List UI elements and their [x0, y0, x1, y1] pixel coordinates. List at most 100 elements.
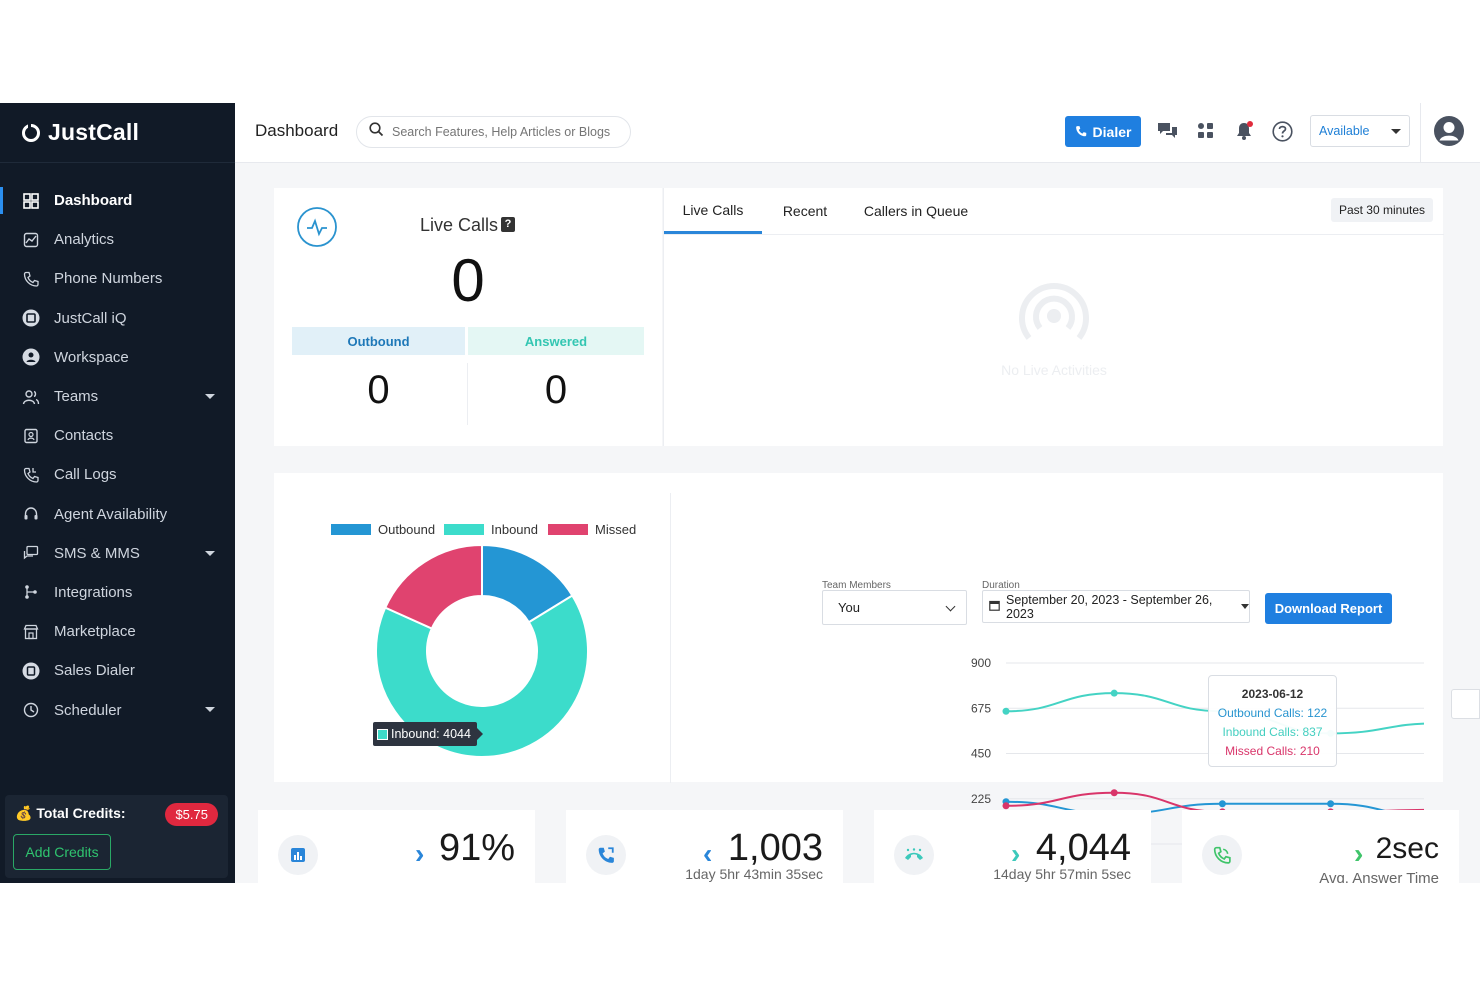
search-input[interactable] [392, 125, 622, 139]
dialer-button[interactable]: Dialer [1065, 116, 1141, 147]
sidebar-item-scheduler[interactable]: Scheduler [0, 690, 235, 729]
time-range-badge: Past 30 minutes [1330, 198, 1433, 222]
download-report-button[interactable]: Download Report [1265, 593, 1392, 624]
call-analytics-card: Outbound Inbound Missed Inbound: 4044 Te… [274, 473, 1443, 872]
team-members-select[interactable]: You [822, 590, 967, 625]
search-bar[interactable] [356, 116, 631, 148]
duration-picker[interactable]: September 20, 2023 - September 26, 2023 [982, 590, 1250, 623]
chevron-right-icon: › [1354, 838, 1364, 869]
sidebar-item-phone-numbers[interactable]: Phone Numbers [0, 259, 235, 298]
stat-subtext: 14day 5hr 57min 5sec [993, 866, 1131, 882]
iq-icon [22, 309, 40, 327]
justcall-logo-icon [22, 123, 40, 142]
brand-logo[interactable]: JustCall [0, 103, 235, 163]
chevron-down-icon [205, 550, 215, 556]
stat-card-outbound[interactable]: ‹ 1,003 1day 5hr 43min 35sec [566, 810, 843, 883]
legend-label: Outbound [378, 522, 436, 537]
analytics-icon [22, 231, 40, 249]
donut-slice-inbound [375, 594, 589, 758]
chat-icon[interactable] [1156, 120, 1178, 142]
apps-grid-icon[interactable] [1195, 120, 1217, 142]
donut-tooltip-text: Inbound: 4044 [391, 727, 471, 741]
sidebar-item-label: Workspace [54, 348, 129, 366]
sidebar-item-sms-mms[interactable]: SMS & MMS [0, 534, 235, 573]
chevron-down-icon [1241, 604, 1249, 609]
sidebar-item-justcall-iq[interactable]: JustCall iQ [0, 299, 235, 338]
sidebar-item-label: Dashboard [54, 192, 133, 210]
chevron-down-icon [205, 393, 215, 399]
tab-callers-in-queue[interactable]: Callers in Queue [863, 203, 969, 219]
team-members-label: Team Members [822, 580, 891, 591]
bell-icon[interactable] [1233, 120, 1255, 142]
broadcast-icon [1014, 276, 1094, 356]
sidebar-item-sales-dialer[interactable]: Sales Dialer [0, 651, 235, 690]
tab-recent[interactable]: Recent [782, 203, 828, 219]
tabs-divider [664, 234, 1444, 235]
sidebar-item-contacts[interactable]: Contacts [0, 416, 235, 455]
help-icon[interactable]: ? [501, 217, 515, 232]
legend-missed[interactable]: Missed [548, 522, 636, 537]
integrations-icon [22, 583, 40, 601]
answered-count: 0 [544, 368, 568, 412]
line-chart-tooltip: 2023-06-12 Outbound Calls: 122 Inbound C… [1208, 675, 1337, 767]
help-icon[interactable] [1271, 120, 1293, 142]
add-credits-button[interactable]: Add Credits [13, 834, 111, 870]
donut-slice-missed [383, 543, 483, 630]
legend-swatch [444, 524, 484, 535]
calendar-icon [989, 600, 1000, 614]
sidebar-item-call-logs[interactable]: Call Logs [0, 455, 235, 494]
scheduler-icon [22, 701, 40, 719]
tooltip-swatch [377, 728, 388, 740]
sidebar-item-label: SMS & MMS [54, 544, 140, 562]
legend-outbound[interactable]: Outbound [331, 522, 435, 537]
chevron-right-icon: › [415, 838, 425, 869]
y-tick-label: 450 [971, 747, 991, 761]
call-distribution-donut[interactable] [374, 543, 590, 759]
tooltip-date: 2023-06-12 [1241, 687, 1304, 701]
sidebar-item-teams[interactable]: Teams [0, 377, 235, 416]
avatar[interactable] [1433, 115, 1465, 147]
sidebar-item-dashboard[interactable]: Dashboard [0, 181, 235, 220]
duration-label: Duration [982, 580, 1020, 591]
stat-card-answer-time[interactable]: › 2sec Avg. Answer Time [1182, 810, 1459, 883]
sidebar-item-workspace[interactable]: Workspace [0, 338, 235, 377]
live-calls-card: Live Calls ? 0 Outbound Answered 0 0 [274, 188, 662, 446]
sidebar-item-label: JustCall iQ [54, 309, 127, 327]
marketplace-icon [22, 623, 40, 641]
sidebar-item-label: Phone Numbers [54, 270, 163, 288]
legend-inbound[interactable]: Inbound [444, 522, 538, 537]
chevron-down-icon [205, 707, 215, 713]
feedback-side-tab[interactable] [1451, 689, 1480, 719]
chevron-down-icon [1391, 129, 1401, 134]
sidebar-item-marketplace[interactable]: Marketplace [0, 612, 235, 651]
stat-card-answer-rate[interactable]: › 91% [258, 810, 535, 883]
tab-live-calls[interactable]: Live Calls [664, 188, 762, 234]
chevron-left-icon: ‹ [703, 838, 713, 869]
live-calls-count: 0 [451, 247, 485, 314]
app-window: JustCall Dashboard Analytics Phone Numbe… [0, 103, 1480, 883]
dialer-label: Dialer [1092, 123, 1132, 140]
donut-tooltip: Inbound: 4044 [373, 722, 483, 746]
stat-value: 1,003 [727, 827, 823, 869]
sidebar-item-agent-availability[interactable]: Agent Availability [0, 495, 235, 534]
credits-panel: 💰 Total Credits: $5.75 Add Credits [5, 795, 228, 878]
duration-value: September 20, 2023 - September 26, 2023 [1006, 592, 1213, 621]
stat-subtext: Avg. Answer Time [1319, 870, 1439, 883]
pulse-icon [297, 207, 337, 247]
brand-name: JustCall [48, 119, 140, 145]
stat-card-inbound[interactable]: › 4,044 14day 5hr 57min 5sec [874, 810, 1151, 883]
sidebar-item-integrations[interactable]: Integrations [0, 573, 235, 612]
availability-status-select[interactable]: Available [1310, 115, 1410, 147]
answer-call-icon [1202, 835, 1242, 875]
bar-chart-icon [278, 835, 318, 875]
sidebar-item-analytics[interactable]: Analytics [0, 220, 235, 259]
credits-label: 💰 Total Credits: [15, 805, 126, 821]
data-point-missed-calls [1110, 789, 1118, 797]
chevron-down-icon [945, 601, 956, 612]
legend-label: Missed [595, 522, 637, 537]
sidebar-item-label: Integrations [54, 583, 133, 601]
sidebar: JustCall Dashboard Analytics Phone Numbe… [0, 103, 235, 883]
legend-swatch [548, 524, 588, 535]
incoming-call-icon [894, 835, 934, 875]
tooltip-missed: Missed Calls: 210 [1225, 744, 1320, 758]
